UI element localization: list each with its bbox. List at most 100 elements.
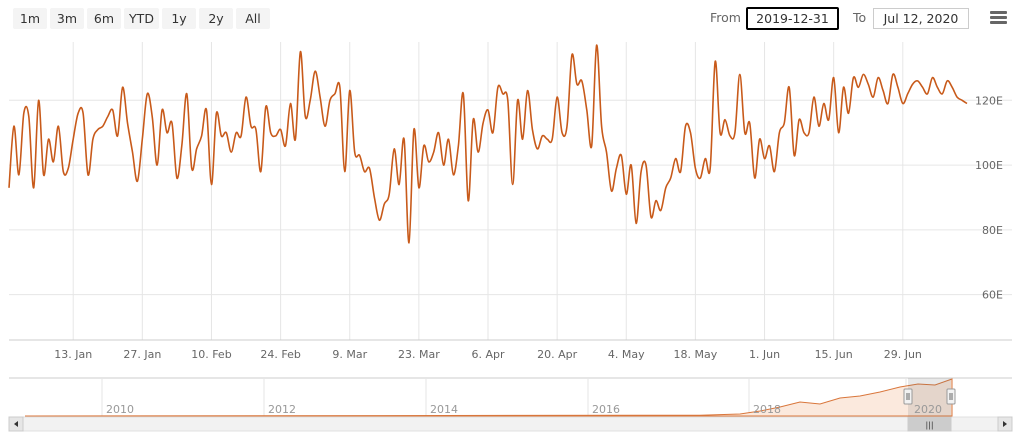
data-point (131, 150, 135, 154)
data-point (185, 92, 189, 96)
data-point (289, 102, 293, 106)
data-point (254, 128, 258, 132)
data-point (866, 82, 870, 86)
data-point (313, 69, 317, 73)
data-point (377, 218, 381, 222)
data-point (471, 118, 475, 122)
data-point (387, 192, 391, 196)
data-point (535, 147, 539, 151)
data-point (214, 111, 218, 115)
range-button-ytd[interactable]: YTD (124, 8, 159, 29)
data-point (205, 108, 209, 112)
navigator-year-label: 2012 (268, 403, 296, 416)
range-button-1m[interactable]: 1m (13, 8, 47, 29)
x-tick-label: 29. Jun (884, 348, 922, 361)
x-tick-label: 13. Jan (54, 348, 92, 361)
data-point (728, 134, 732, 138)
to-date-input[interactable]: Jul 12, 2020 (873, 8, 969, 29)
data-point (935, 85, 939, 89)
data-point (901, 102, 905, 106)
data-point (619, 153, 623, 157)
range-button-3m[interactable]: 3m (50, 8, 84, 29)
data-point (501, 92, 505, 96)
navigator-handle-right[interactable] (946, 388, 956, 405)
data-point (37, 98, 41, 102)
navigator: 2010 2012 2014 2016 2018 2020 (9, 377, 1012, 417)
scrollbar-thumb[interactable]: ||| (907, 416, 952, 432)
data-point (876, 76, 880, 80)
range-button-1y[interactable]: 1y (162, 8, 196, 29)
data-point (7, 186, 11, 190)
x-tick-label: 4. May (608, 348, 645, 361)
x-tick-label: 23. Mar (398, 348, 440, 361)
data-point (353, 150, 357, 154)
data-point (224, 131, 228, 135)
data-point (629, 163, 633, 167)
data-point (249, 124, 253, 128)
data-point (955, 95, 959, 99)
hamburger-menu-icon[interactable] (990, 11, 1007, 25)
x-tick-label: 15. Jun (815, 348, 853, 361)
data-point (496, 85, 500, 89)
data-point (318, 95, 322, 99)
data-point (926, 92, 930, 96)
data-point (12, 124, 16, 128)
data-point (491, 131, 495, 135)
data-point (343, 170, 347, 174)
data-point (698, 176, 702, 180)
navigator-handle-left[interactable] (903, 388, 913, 405)
navigator-year-grid (101, 378, 907, 416)
data-point (595, 43, 599, 47)
data-point (456, 144, 460, 148)
data-point (22, 111, 26, 115)
range-button-2y[interactable]: 2y (199, 8, 233, 29)
scroll-left-button[interactable] (8, 416, 24, 432)
data-point (432, 150, 436, 154)
scrollbar[interactable]: ||| (8, 416, 1013, 432)
data-point (279, 128, 283, 132)
data-point (738, 72, 742, 76)
data-point (713, 59, 717, 63)
data-point (644, 163, 648, 167)
data-point (684, 124, 688, 128)
range-button-6m[interactable]: 6m (87, 8, 121, 29)
data-point (930, 76, 934, 80)
scroll-right-button[interactable] (997, 416, 1013, 432)
data-point (832, 76, 836, 80)
data-point (244, 95, 248, 99)
data-point (511, 183, 515, 187)
data-point (945, 79, 949, 83)
data-point (372, 196, 376, 200)
range-button-all[interactable]: All (236, 8, 270, 29)
data-point (565, 124, 569, 128)
data-point (861, 72, 865, 76)
from-date-input[interactable]: 2019-12-31 (746, 7, 839, 30)
data-point (772, 170, 776, 174)
x-axis-labels: 13. Jan 27. Jan 10. Feb 24. Feb 9. Mar 23. Ma… (54, 348, 922, 361)
data-point (871, 95, 875, 99)
data-point (397, 183, 401, 187)
data-point (126, 121, 130, 125)
to-label: To (853, 10, 867, 25)
data-point (101, 124, 105, 128)
data-point (792, 153, 796, 157)
data-point (106, 115, 110, 119)
data-point (86, 173, 90, 177)
data-point (111, 108, 115, 112)
x-tick-label: 9. Mar (332, 348, 367, 361)
data-point (466, 199, 470, 203)
data-point (763, 157, 767, 161)
data-point (145, 92, 149, 96)
data-point (121, 85, 125, 89)
data-point (753, 176, 757, 180)
data-point (718, 131, 722, 135)
series-line (8, 44, 968, 244)
data-point (822, 102, 826, 106)
data-point (516, 98, 520, 102)
data-point (407, 241, 411, 245)
data-point (264, 105, 268, 109)
data-point (540, 134, 544, 138)
data-point (66, 166, 70, 170)
data-point (481, 121, 485, 125)
